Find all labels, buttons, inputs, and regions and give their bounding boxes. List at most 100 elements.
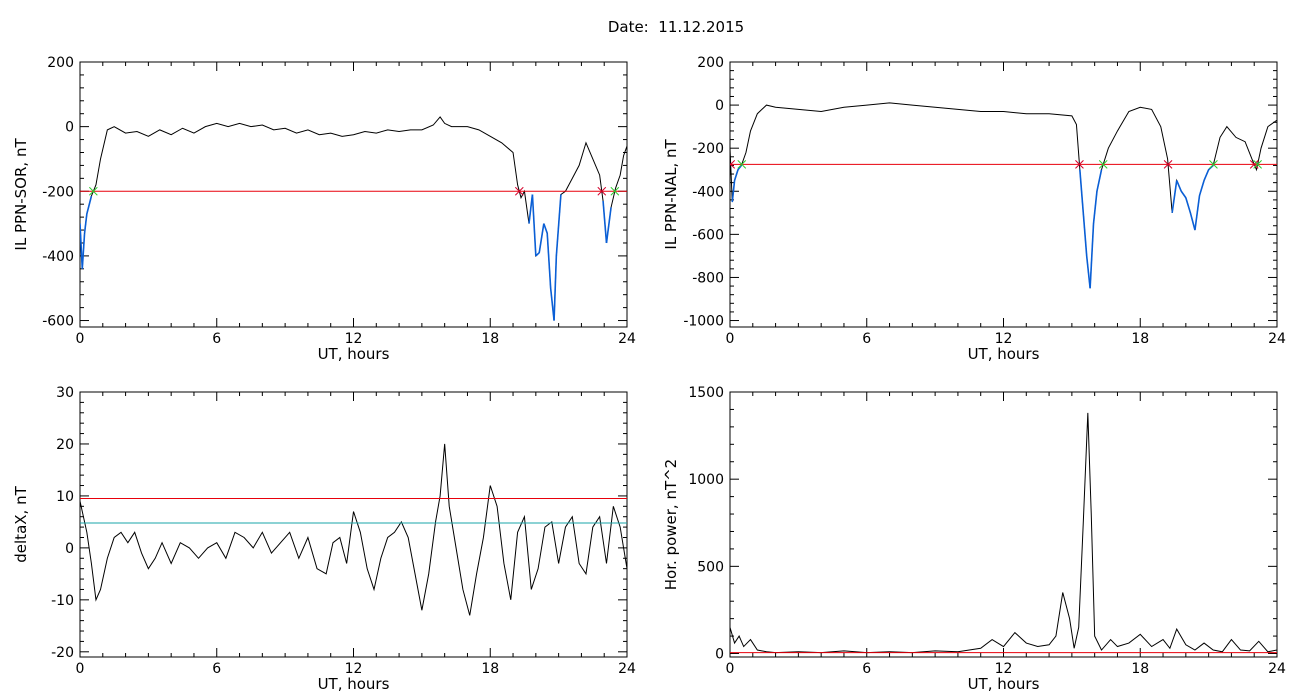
x-tick-label: 0 [76,661,85,677]
y-tick-label: -400 [692,184,724,200]
plot-area [730,102,1277,289]
plot-area [730,412,1277,654]
highlight-segment [1171,180,1178,213]
highlight-segment [731,180,736,203]
crossing-marker [1163,159,1173,169]
y-tick-label: 1500 [688,385,724,401]
x-tick-label: 18 [1131,331,1149,347]
y-axis-title: IL PPN-NAL, nT [662,139,680,250]
y-tick-label: -600 [42,314,74,330]
x-tick-label: 18 [1131,661,1149,677]
y-tick-label: 10 [56,489,74,505]
highlight-segment [543,223,548,234]
x-tick-label: 18 [481,331,499,347]
crossing-marker [1209,159,1218,169]
highlight-segment [1198,180,1205,196]
highlight-segment [1079,169,1085,213]
highlight-segment [83,213,88,234]
chart-panel-deltax: 0 6 12 18 24 30 20 10 0 -10 -20 UT, hours deltaX, nT [12,385,636,693]
y-axis-title: IL PPN-SOR, nT [12,138,30,251]
x-axis-title: UT, hours [318,345,390,363]
chart-panel-hor-power: 0 6 12 18 24 1500 1000 500 0 UT, hours Hor. power,… [662,385,1286,693]
x-tick-label: 18 [481,661,499,677]
crossing-marker [730,159,736,169]
y-tick-label: 200 [697,55,724,71]
y-tick-label: -1000 [683,314,724,330]
highlight-segment [546,233,552,289]
crossing-marker [1075,159,1084,169]
plot-frame [729,61,1278,328]
y-tick-label: 1000 [688,472,724,488]
highlight-segment [555,194,562,256]
highlight-segment [1082,212,1088,256]
highlight-segment [605,207,612,244]
highlight-segment [1180,190,1187,199]
x-tick-label: 6 [212,331,221,347]
x-axis-title: UT, hours [318,675,390,693]
y-tick-label: 0 [65,120,74,136]
highlight-segment [1096,169,1103,192]
chart-panel-ppn-sor: 0 6 12 18 24 200 0 -200 -400 -600 UT, hours IL PPN-… [12,55,636,363]
date-title: Date: 11.12.2015 [607,18,745,36]
highlight-segment [1185,197,1192,214]
highlight-segment [553,255,558,321]
crossing-marker [514,186,524,196]
x-tick-label: 24 [618,331,636,347]
plot-frame [729,391,1278,658]
x-tick-label: 12 [345,661,363,677]
y-tick-label: -400 [42,249,74,265]
highlight-segment [1189,212,1196,231]
highlight-segment [1092,191,1098,224]
series-line [730,102,1277,289]
crossing-marker [88,186,98,196]
y-tick-label: 200 [47,55,74,71]
highlight-segment [86,195,93,215]
highlight-segment [1175,180,1183,192]
y-tick-label: 500 [697,559,724,575]
crossing-marker [1253,159,1262,169]
highlight-segment [1085,255,1091,289]
x-tick-label: 24 [618,661,636,677]
x-tick-label: 12 [995,331,1013,347]
crossing-marker [737,159,747,169]
highlight-segment [1203,169,1210,181]
x-tick-label: 6 [212,661,221,677]
y-tick-label: -600 [692,227,724,243]
highlight-segment [531,194,537,256]
x-tick-label: 0 [726,331,735,347]
y-tick-label: 20 [56,437,74,453]
x-tick-label: 24 [1268,331,1286,347]
y-tick-label: 0 [715,98,724,114]
x-tick-label: 12 [995,661,1013,677]
y-axis-title: Hor. power, nT^2 [662,459,680,590]
crossing-marker [1249,159,1259,169]
x-tick-label: 6 [862,661,871,677]
y-tick-label: -200 [42,184,74,200]
highlight-segment [733,169,739,181]
highlight-segment [80,223,84,269]
y-tick-label: -10 [51,593,74,609]
series-line [80,443,627,616]
y-tick-label: 30 [56,385,74,401]
x-tick-label: 0 [726,661,735,677]
y-tick-label: -800 [692,270,724,286]
plot-area [80,116,627,321]
highlight-segment [535,252,540,257]
x-axis-title: UT, hours [968,675,1040,693]
highlight-segment [737,164,743,171]
highlight-segment [1089,223,1095,289]
highlight-segment [602,200,608,244]
y-tick-label: -200 [692,141,724,157]
highlight-segment [528,194,534,224]
crossing-marker [1098,159,1108,169]
y-tick-label: -20 [51,645,74,661]
x-tick-label: 24 [1268,661,1286,677]
highlight-segment [538,223,545,253]
crossing-marker [610,186,620,196]
x-tick-label: 12 [345,331,363,347]
x-axis-title: UT, hours [968,345,1040,363]
crossing-marker [597,186,607,196]
highlight-segment [1194,195,1201,231]
x-tick-label: 0 [76,331,85,347]
